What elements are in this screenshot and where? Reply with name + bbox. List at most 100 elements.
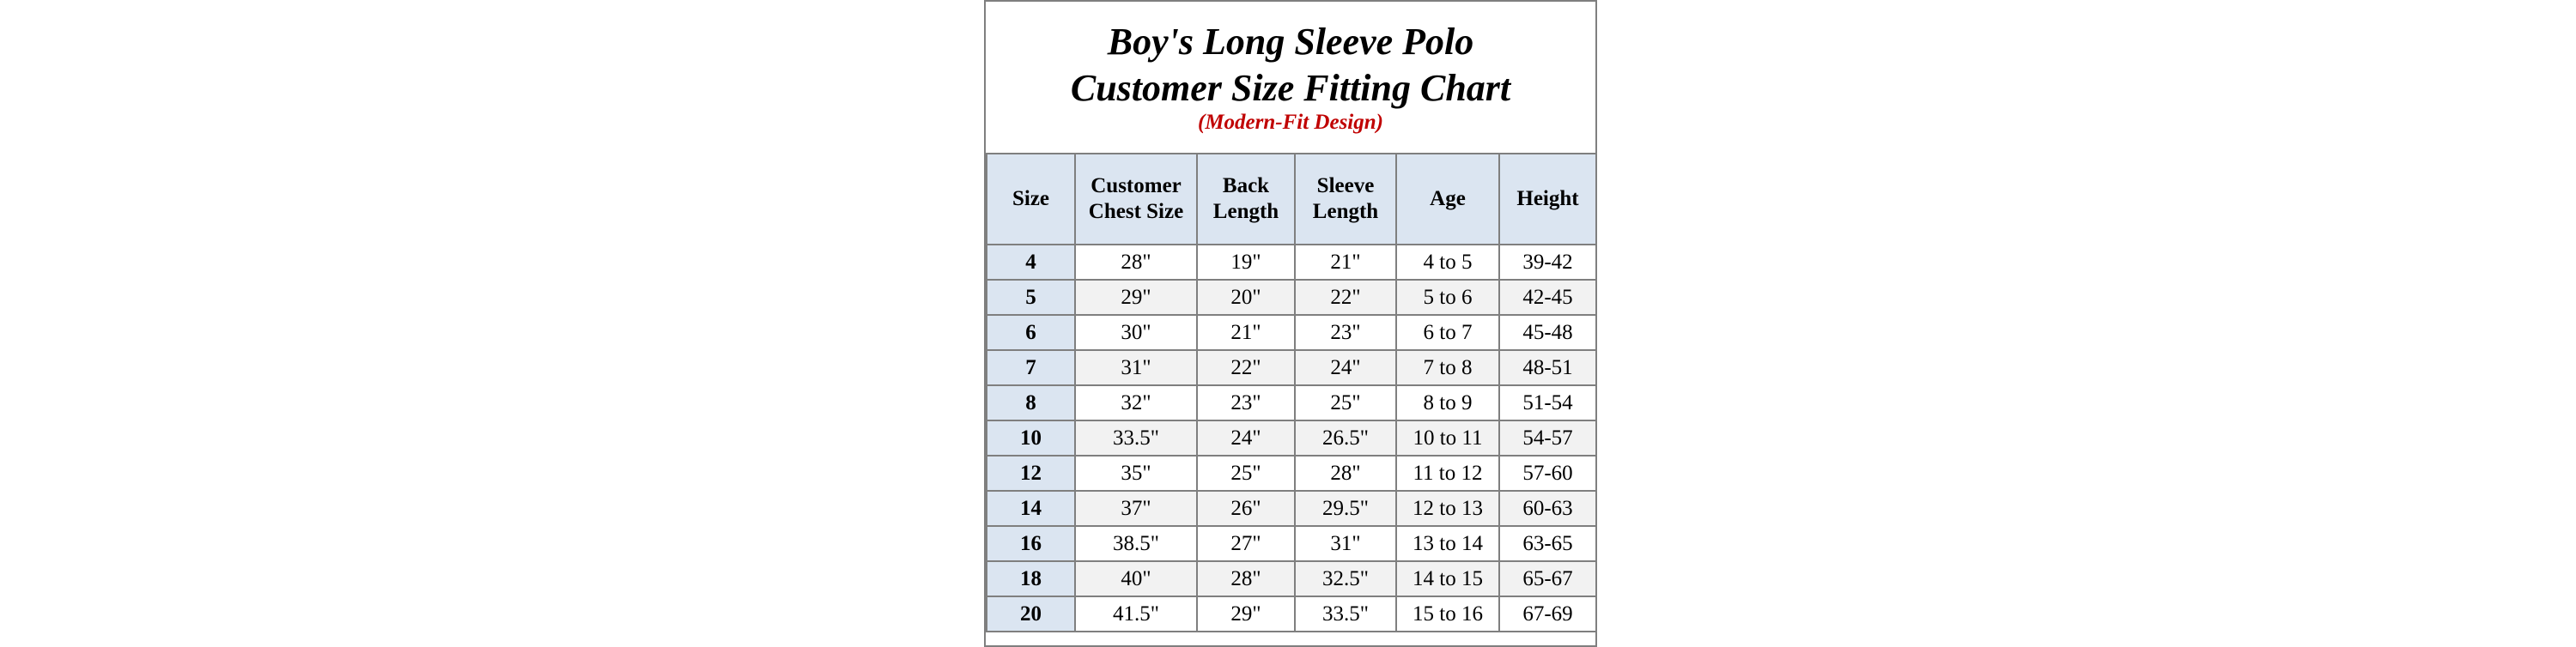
- cell-sleeve-length: 28": [1294, 455, 1397, 492]
- cell-back-length: 26": [1196, 490, 1296, 527]
- cell-sleeve-length: 25": [1294, 384, 1397, 421]
- cell-age: 13 to 14: [1395, 525, 1500, 562]
- cell-chest-size: 31": [1074, 349, 1198, 386]
- cell-size: 5: [986, 279, 1076, 316]
- column-header-sleeve-length: Sleeve Length: [1294, 153, 1397, 245]
- cell-sleeve-length: 32.5": [1294, 560, 1397, 597]
- column-header-back-length: Back Length: [1196, 153, 1296, 245]
- cell-chest-size: 29": [1074, 279, 1198, 316]
- cell-chest-size: 41.5": [1074, 596, 1198, 632]
- column-header-text: Height: [1516, 187, 1579, 210]
- cell-sleeve-length: 29.5": [1294, 490, 1397, 527]
- cell-back-length: 27": [1196, 525, 1296, 562]
- header-row: Size Customer Chest Size Back Length Sleeve Le…: [986, 153, 1597, 245]
- table-row: 7 31" 22" 24" 7 to 8 48-51: [986, 349, 1597, 386]
- size-table: Size Customer Chest Size Back Length Sleeve Le…: [986, 153, 1597, 632]
- cell-age: 6 to 7: [1395, 314, 1500, 351]
- cell-height: 67-69: [1498, 596, 1597, 632]
- cell-chest-size: 33.5": [1074, 420, 1198, 457]
- cell-age: 5 to 6: [1395, 279, 1500, 316]
- table-header: Size Customer Chest Size Back Length Sleeve Le…: [986, 153, 1597, 245]
- cell-height: 63-65: [1498, 525, 1597, 562]
- table-row: 18 40" 28" 32.5" 14 to 15 65-67: [986, 560, 1597, 597]
- cell-size: 16: [986, 525, 1076, 562]
- cell-chest-size: 37": [1074, 490, 1198, 527]
- cell-height: 48-51: [1498, 349, 1597, 386]
- cell-size: 7: [986, 349, 1076, 386]
- cell-sleeve-length: 23": [1294, 314, 1397, 351]
- column-header-height: Height: [1498, 153, 1597, 245]
- cell-height: 65-67: [1498, 560, 1597, 597]
- cell-size: 6: [986, 314, 1076, 351]
- cell-back-length: 21": [1196, 314, 1296, 351]
- chart-title-line-1: Boy's Long Sleeve Polo: [1107, 21, 1474, 63]
- cell-size: 10: [986, 420, 1076, 457]
- column-header-text: Back: [1222, 174, 1270, 197]
- table-row: 20 41.5" 29" 33.5" 15 to 16 67-69: [986, 596, 1597, 632]
- cell-size: 4: [986, 244, 1076, 281]
- chart-subtitle: (Modern-Fit Design): [1198, 111, 1383, 134]
- cell-sleeve-length: 21": [1294, 244, 1397, 281]
- cell-height: 57-60: [1498, 455, 1597, 492]
- column-header-chest-size: Customer Chest Size: [1074, 153, 1198, 245]
- cell-height: 42-45: [1498, 279, 1597, 316]
- cell-sleeve-length: 22": [1294, 279, 1397, 316]
- cell-sleeve-length: 33.5": [1294, 596, 1397, 632]
- cell-age: 11 to 12: [1395, 455, 1500, 492]
- column-header-text: Customer: [1091, 174, 1182, 197]
- cell-chest-size: 38.5": [1074, 525, 1198, 562]
- size-chart: Boy's Long Sleeve Polo Customer Size Fit…: [984, 0, 1597, 647]
- cell-chest-size: 30": [1074, 314, 1198, 351]
- cell-back-length: 28": [1196, 560, 1296, 597]
- cell-size: 8: [986, 384, 1076, 421]
- column-header-text: Length: [1212, 200, 1279, 223]
- cell-back-length: 23": [1196, 384, 1296, 421]
- column-header-text: Age: [1430, 187, 1466, 210]
- table-row: 5 29" 20" 22" 5 to 6 42-45: [986, 279, 1597, 316]
- cell-sleeve-length: 31": [1294, 525, 1397, 562]
- cell-age: 12 to 13: [1395, 490, 1500, 527]
- cell-back-length: 19": [1196, 244, 1296, 281]
- table-row: 6 30" 21" 23" 6 to 7 45-48: [986, 314, 1597, 351]
- cell-chest-size: 28": [1074, 244, 1198, 281]
- column-header-text: Sleeve: [1316, 174, 1375, 197]
- table-body: 4 28" 19" 21" 4 to 5 39-42 5 29" 20" 22" 5 to 6 42-…: [986, 244, 1597, 632]
- cell-sleeve-length: 24": [1294, 349, 1397, 386]
- cell-back-length: 20": [1196, 279, 1296, 316]
- cell-age: 7 to 8: [1395, 349, 1500, 386]
- cell-chest-size: 35": [1074, 455, 1198, 492]
- cell-size: 12: [986, 455, 1076, 492]
- table-row: 10 33.5" 24" 26.5" 10 to 11 54-57: [986, 420, 1597, 457]
- cell-height: 51-54: [1498, 384, 1597, 421]
- column-header-text: Chest Size: [1088, 200, 1184, 223]
- cell-age: 4 to 5: [1395, 244, 1500, 281]
- cell-height: 45-48: [1498, 314, 1597, 351]
- column-header-size: Size: [986, 153, 1076, 245]
- table-row: 4 28" 19" 21" 4 to 5 39-42: [986, 244, 1597, 281]
- cell-size: 18: [986, 560, 1076, 597]
- cell-back-length: 29": [1196, 596, 1296, 632]
- cell-back-length: 24": [1196, 420, 1296, 457]
- table-row: 8 32" 23" 25" 8 to 9 51-54: [986, 384, 1597, 421]
- column-header-text: Length: [1312, 200, 1379, 223]
- cell-back-length: 25": [1196, 455, 1296, 492]
- table-row: 12 35" 25" 28" 11 to 12 57-60: [986, 455, 1597, 492]
- cell-age: 15 to 16: [1395, 596, 1500, 632]
- cell-age: 10 to 11: [1395, 420, 1500, 457]
- title-block: Boy's Long Sleeve Polo Customer Size Fit…: [986, 2, 1595, 153]
- cell-age: 14 to 15: [1395, 560, 1500, 597]
- cell-chest-size: 40": [1074, 560, 1198, 597]
- cell-size: 14: [986, 490, 1076, 527]
- cell-age: 8 to 9: [1395, 384, 1500, 421]
- cell-chest-size: 32": [1074, 384, 1198, 421]
- table-row: 16 38.5" 27" 31" 13 to 14 63-65: [986, 525, 1597, 562]
- cell-height: 54-57: [1498, 420, 1597, 457]
- chart-title-line-2: Customer Size Fitting Chart: [1070, 67, 1511, 109]
- cell-sleeve-length: 26.5": [1294, 420, 1397, 457]
- table-row: 14 37" 26" 29.5" 12 to 13 60-63: [986, 490, 1597, 527]
- column-header-age: Age: [1395, 153, 1500, 245]
- cell-size: 20: [986, 596, 1076, 632]
- column-header-text: Size: [1012, 187, 1050, 210]
- cell-height: 39-42: [1498, 244, 1597, 281]
